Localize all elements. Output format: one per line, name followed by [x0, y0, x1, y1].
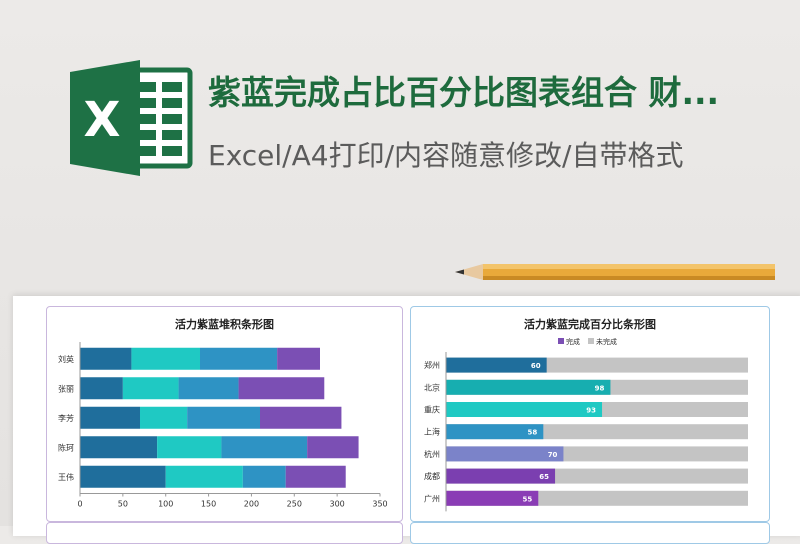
legend-swatch-done	[558, 338, 564, 344]
data-label: 60	[531, 362, 541, 370]
x-tick-label: 300	[330, 500, 345, 509]
category-label: 王伟	[58, 472, 74, 482]
category-label: 广州	[424, 493, 440, 503]
category-label: 重庆	[424, 405, 440, 415]
x-tick-label: 150	[201, 500, 216, 509]
chart-panel-partial-left	[46, 522, 403, 544]
bar-segment	[165, 465, 243, 488]
x-tick-label: 50	[118, 500, 128, 509]
bar-segment	[238, 377, 325, 400]
bar-segment	[157, 436, 222, 459]
page-title: 紫蓝完成占比百分比图表组合 财...	[208, 73, 720, 112]
legend-label-done: 完成	[566, 337, 580, 346]
bar-done	[446, 379, 611, 395]
page-subtitle: Excel/A4打印/内容随意修改/自带格式	[208, 139, 684, 172]
percent-bar-chart: 完成 未完成 60 郑州 98 北京 93 重庆 58 上海 70 杭州 65 成都 55 广州	[424, 337, 748, 512]
bar-done	[446, 468, 556, 484]
bar-segment	[242, 465, 286, 488]
chart-panel-partial-right	[410, 522, 770, 544]
bar-segment	[187, 406, 260, 429]
chart1-title: 活力紫蓝堆积条形图	[175, 318, 274, 331]
category-label: 郑州	[424, 360, 440, 370]
bar-done	[446, 402, 603, 417]
bar-segment	[140, 406, 188, 429]
legend-swatch-remaining	[588, 338, 594, 344]
x-tick-label: 0	[77, 500, 82, 509]
bar-segment	[122, 377, 179, 400]
data-label: 98	[595, 384, 605, 392]
x-tick-label: 200	[244, 500, 259, 509]
bar-segment	[307, 436, 359, 459]
bar-done	[446, 424, 544, 440]
category-label: 李芳	[58, 413, 74, 423]
bar-segment	[80, 406, 140, 429]
bar-done	[446, 490, 539, 506]
data-label: 65	[539, 473, 549, 481]
category-label: 上海	[424, 427, 440, 437]
excel-logo-icon: X	[70, 60, 193, 176]
category-label: 刘英	[58, 354, 74, 364]
bar-segment	[131, 347, 200, 370]
data-label: 70	[548, 451, 558, 459]
logo-letter: X	[83, 92, 120, 148]
category-label: 张丽	[58, 384, 74, 393]
bar-segment	[221, 436, 308, 459]
bar-segment	[80, 377, 123, 400]
data-label: 93	[586, 407, 596, 415]
bar-done	[446, 446, 564, 462]
bar-segment	[80, 347, 132, 370]
category-label: 北京	[424, 382, 440, 392]
bar-segment	[285, 465, 346, 488]
data-label: 58	[528, 429, 538, 437]
category-label: 杭州	[424, 449, 440, 459]
bar-segment	[80, 436, 158, 459]
bar-segment	[260, 406, 342, 429]
bar-segment	[80, 465, 166, 488]
bar-segment	[178, 377, 239, 400]
x-tick-label: 350	[372, 500, 387, 509]
x-tick-label: 100	[158, 500, 173, 509]
data-label: 55	[523, 495, 533, 503]
bar-segment	[277, 347, 320, 370]
legend-label-remaining: 未完成	[596, 337, 617, 346]
x-tick-label: 250	[287, 500, 302, 509]
pencil-icon	[455, 264, 775, 280]
bar-done	[446, 357, 547, 373]
category-label: 陈珂	[58, 442, 74, 452]
bar-segment	[200, 347, 278, 370]
category-label: 成都	[424, 471, 440, 481]
chart2-title: 活力紫蓝完成百分比条形图	[524, 318, 656, 331]
